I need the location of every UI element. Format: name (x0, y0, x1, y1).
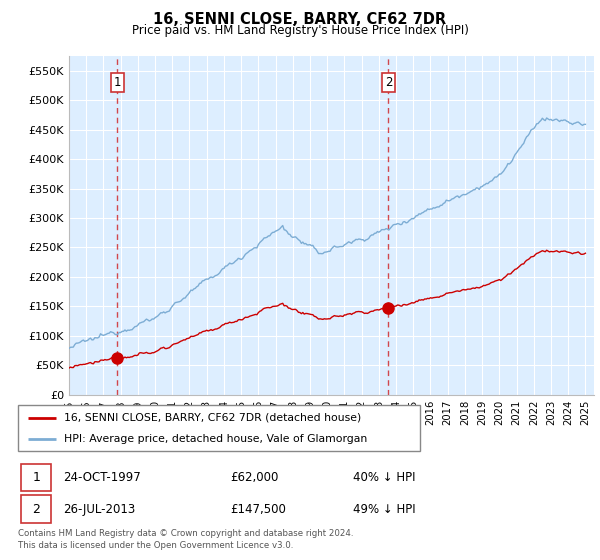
Text: Contains HM Land Registry data © Crown copyright and database right 2024.: Contains HM Land Registry data © Crown c… (18, 530, 353, 539)
Text: 40% ↓ HPI: 40% ↓ HPI (353, 471, 415, 484)
Text: This data is licensed under the Open Government Licence v3.0.: This data is licensed under the Open Gov… (18, 541, 293, 550)
Text: 16, SENNI CLOSE, BARRY, CF62 7DR: 16, SENNI CLOSE, BARRY, CF62 7DR (154, 12, 446, 27)
Text: HPI: Average price, detached house, Vale of Glamorgan: HPI: Average price, detached house, Vale… (64, 435, 367, 444)
Text: 16, SENNI CLOSE, BARRY, CF62 7DR (detached house): 16, SENNI CLOSE, BARRY, CF62 7DR (detach… (64, 413, 361, 423)
Text: 49% ↓ HPI: 49% ↓ HPI (353, 502, 415, 516)
Bar (21, 496, 52, 522)
Text: 24-OCT-1997: 24-OCT-1997 (62, 471, 140, 484)
Text: Price paid vs. HM Land Registry's House Price Index (HPI): Price paid vs. HM Land Registry's House … (131, 24, 469, 36)
Text: 1: 1 (32, 471, 40, 484)
Text: £62,000: £62,000 (230, 471, 278, 484)
Text: 2: 2 (32, 502, 40, 516)
Text: 26-JUL-2013: 26-JUL-2013 (62, 502, 135, 516)
Text: £147,500: £147,500 (230, 502, 286, 516)
Text: 1: 1 (113, 76, 121, 89)
Bar (21, 464, 52, 491)
Text: 2: 2 (385, 76, 392, 89)
